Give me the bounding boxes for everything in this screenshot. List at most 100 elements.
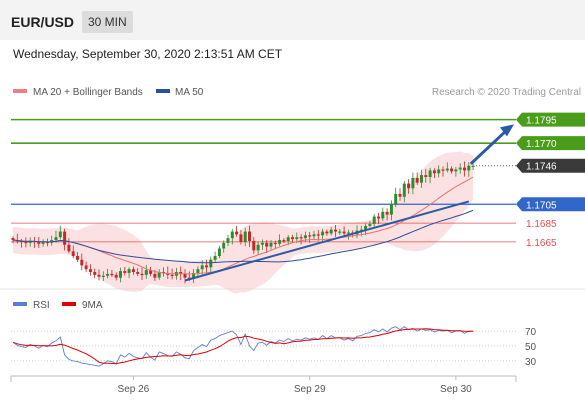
time-tick-label: Sep 29 [294, 384, 326, 395]
rsi-tick-70: 70 [525, 327, 537, 338]
candle-body [28, 240, 32, 243]
candle-body [368, 224, 372, 226]
level-value-1.1685: 1.1685 [526, 219, 557, 230]
candle-body [437, 169, 441, 174]
candle-body [153, 273, 157, 278]
level-value-1.1795: 1.1795 [526, 116, 557, 127]
ma50-legend-label: MA 50 [175, 87, 204, 98]
candle-body [471, 165, 475, 167]
candle-body [37, 241, 41, 244]
level-value-1.1705: 1.1705 [526, 200, 557, 211]
candle-body [58, 231, 62, 238]
level-badge-1.1770 [516, 136, 585, 151]
candle-body [248, 231, 251, 241]
candle-body [88, 269, 92, 273]
candle-body [394, 193, 398, 205]
candle-body [123, 271, 127, 273]
candle-body [97, 274, 101, 277]
candle-body [295, 237, 299, 240]
rsi-ma-legend-label: 9MA [82, 300, 103, 311]
candle-body [196, 269, 200, 273]
candle-body [316, 234, 320, 236]
candle-body [338, 231, 342, 233]
timestamp: Wednesday, September 30, 2020 2:13:51 AM… [13, 47, 283, 61]
candle-body [342, 231, 346, 234]
candle-body [463, 167, 466, 171]
candle-body [217, 248, 221, 257]
candle-body [381, 211, 385, 219]
candle-body [127, 269, 131, 273]
candle-body [278, 240, 282, 244]
level-badge-1.1746 [516, 158, 585, 173]
candle-body [467, 165, 471, 171]
rsi-line [12, 326, 474, 367]
candle-body [24, 241, 28, 244]
pair-title: EUR/USD [11, 14, 75, 30]
candle-body [424, 175, 428, 178]
level-lines [11, 118, 516, 243]
time-tick-label: Sep 26 [118, 384, 150, 395]
candle-body [106, 273, 110, 276]
candle-body [428, 170, 432, 178]
rsi-legend-swatch [13, 302, 27, 306]
candle-body [63, 231, 67, 245]
candle-body [398, 193, 402, 197]
rsi-ma-line [12, 328, 474, 365]
candle-body [377, 216, 380, 219]
timeframe-button[interactable]: 30 MIN [82, 11, 133, 33]
bb-legend-swatch [13, 89, 27, 93]
candle-body [11, 238, 15, 241]
candle-body [291, 237, 294, 240]
candle-body [407, 183, 411, 189]
candle-body [445, 168, 449, 171]
level-value-1.1746: 1.1746 [526, 162, 557, 173]
chart-header: EUR/USD 30 MIN [0, 0, 585, 40]
candle-body [149, 270, 153, 274]
candle-body [209, 259, 213, 268]
candle-body [67, 244, 71, 252]
candle-body [252, 240, 256, 251]
trendline [184, 200, 470, 282]
candle-body [265, 242, 269, 247]
candle-body [243, 231, 247, 242]
candle-body [385, 211, 389, 215]
candle-body [239, 234, 243, 242]
target-arrow-shaft [469, 127, 510, 165]
candle-body [256, 244, 260, 251]
candle-body [170, 274, 174, 277]
candle-body [282, 240, 286, 242]
candle-body [432, 170, 436, 174]
candle-body [101, 275, 105, 277]
candle-body [45, 241, 49, 244]
candle-body [286, 237, 290, 241]
candle-body [71, 251, 75, 257]
candle-body [157, 272, 161, 278]
candle-body [334, 229, 337, 232]
candle-body [411, 177, 415, 189]
credit-text: Research © 2020 Trading Central [432, 87, 581, 98]
level-badge-1.1795 [516, 112, 585, 127]
candle-body [329, 229, 333, 234]
candle-body [226, 238, 230, 243]
candle-body [450, 168, 454, 172]
candle-body [140, 273, 144, 276]
bb-legend-label: MA 20 + Bollinger Bands [33, 87, 143, 98]
candle-body [192, 272, 196, 279]
rsi-legend-label: RSI [33, 300, 50, 311]
candle-body [230, 231, 234, 239]
trend-annotations [184, 124, 514, 282]
level-badge-1.1705 [516, 197, 585, 212]
candle-body [144, 270, 148, 275]
candle-body [454, 169, 458, 172]
candle-body [303, 235, 307, 239]
level-value-1.1665: 1.1665 [526, 238, 557, 249]
candle-body [372, 216, 376, 225]
candle-body [205, 265, 208, 268]
candle-body [235, 231, 239, 235]
time-tick-label: Sep 30 [440, 384, 472, 395]
candle-body [119, 271, 122, 278]
candle-body [179, 272, 183, 274]
ma50-line [12, 209, 474, 264]
candle-body [441, 169, 445, 171]
candle-body [114, 274, 118, 278]
